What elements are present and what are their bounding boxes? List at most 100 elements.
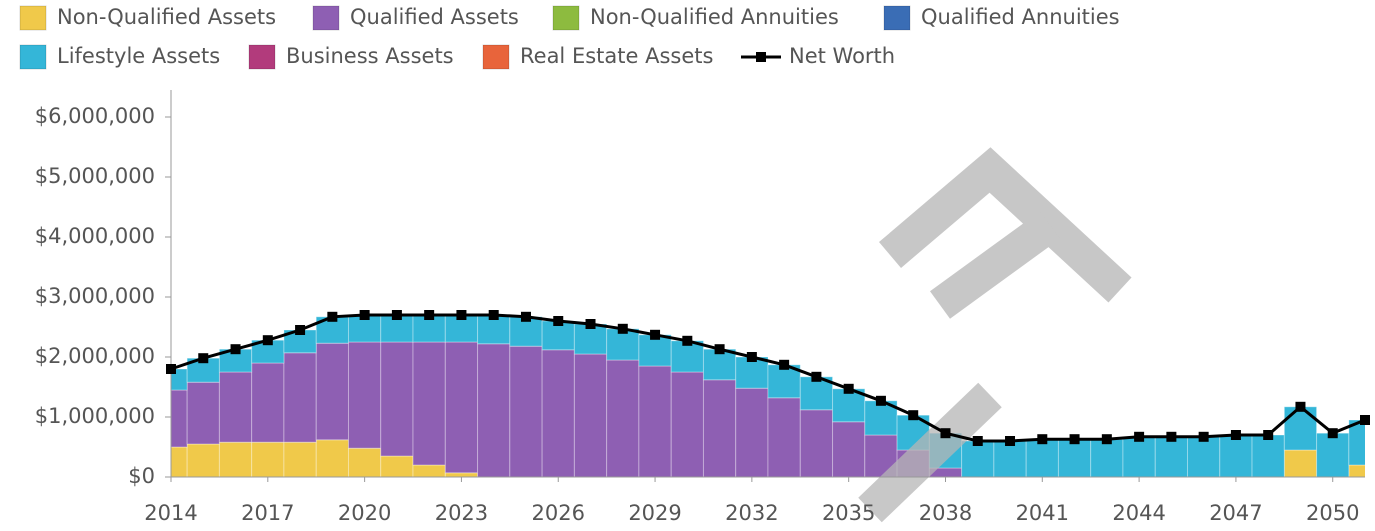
net-worth-marker — [166, 364, 176, 374]
bar-segment — [702, 379, 737, 478]
bar-segment — [606, 328, 640, 361]
net-worth-marker — [908, 410, 919, 421]
x-tick-label: 2017 — [241, 501, 294, 525]
net-worth-line — [170, 313, 1366, 443]
bar-segment — [509, 345, 543, 478]
bar-segment — [283, 441, 317, 478]
y-tick-label: $0 — [128, 464, 155, 488]
axes: $0 $1,000,000 $2,000,000 $3,000,000 $4,000,0… — [35, 90, 1365, 525]
net-worth-marker — [811, 371, 822, 382]
bar-segment — [1251, 434, 1285, 478]
legend-label: Business Assets — [286, 44, 454, 68]
net-worth-marker — [585, 319, 596, 329]
watermark-shape — [858, 382, 1002, 523]
net-worth-marker — [1166, 431, 1177, 442]
bar-segment — [347, 341, 382, 449]
net-worth-marker — [972, 436, 983, 446]
legend-swatch — [19, 5, 47, 31]
bar-segment — [1283, 406, 1318, 451]
legend-swatch — [312, 5, 340, 31]
x-tick-label: 2020 — [338, 501, 391, 525]
bar-segment — [961, 440, 995, 478]
legend-label: Qualified Annuities — [921, 5, 1120, 29]
legend-marker — [756, 52, 766, 62]
net-worth-marker — [1005, 436, 1016, 446]
bar-segment — [412, 341, 446, 466]
x-tick-label: 2047 — [1209, 501, 1262, 525]
net-worth-marker — [1069, 434, 1080, 445]
net-worth-marker — [875, 395, 886, 406]
bar-segment — [799, 409, 834, 478]
y-tick-label: $4,000,000 — [35, 224, 155, 248]
x-tick-label: 2032 — [725, 501, 778, 525]
legend-swatch — [19, 44, 47, 70]
legend-label: Net Worth — [789, 44, 895, 68]
x-tick-label: 2035 — [822, 501, 875, 525]
x-tick-label: 2029 — [628, 501, 681, 525]
legend-label: Qualified Assets — [350, 5, 519, 29]
net-worth-marker — [359, 310, 370, 320]
bar-segment — [606, 359, 640, 478]
bar-segment — [1316, 432, 1350, 478]
legend-swatch — [482, 44, 510, 70]
bar-segment — [218, 371, 253, 443]
x-tick-label: 2014 — [144, 501, 197, 525]
bar-segment — [347, 447, 382, 478]
net-worth-marker — [327, 311, 338, 322]
x-tick-label: 2023 — [435, 501, 488, 525]
net-worth-marker — [779, 359, 790, 370]
bar-segment — [315, 342, 349, 441]
legend-label: Lifestyle Assets — [57, 44, 220, 68]
net-worth-marker — [1134, 431, 1145, 442]
bar-segment — [380, 341, 414, 457]
net-worth-marker — [198, 353, 209, 364]
bar-segment — [315, 439, 349, 478]
watermark-shape — [930, 211, 1060, 319]
watermark — [858, 147, 1132, 523]
net-worth-marker — [940, 428, 951, 439]
plot-area — [171, 314, 1365, 478]
bar-segment — [1090, 438, 1124, 478]
net-worth-marker — [488, 310, 499, 320]
bar-segment — [832, 421, 866, 478]
net-worth-marker — [843, 383, 854, 394]
net-worth-marker — [295, 325, 306, 335]
legend-swatch — [552, 5, 580, 31]
bar-segment — [477, 343, 511, 478]
net-worth-marker — [456, 310, 467, 320]
bar-segment — [1348, 419, 1365, 466]
net-worth-marker — [650, 329, 661, 340]
net-worth-marker — [1295, 401, 1306, 412]
bar-segment — [735, 356, 769, 389]
bar-segment — [380, 455, 414, 478]
net-worth-marker — [617, 323, 628, 334]
legend: Non-Qualified Assets Qualified Assets Non-… — [19, 5, 1120, 70]
bar-segment — [218, 441, 253, 478]
bar-segment — [444, 472, 479, 478]
net-worth-marker — [424, 310, 435, 320]
x-tick-label: 2038 — [919, 501, 972, 525]
net-worth-marker — [230, 344, 241, 355]
y-tick-label: $1,000,000 — [35, 404, 155, 428]
bar-segment — [1348, 464, 1365, 478]
legend-swatch — [883, 5, 911, 31]
legend-swatch — [248, 44, 276, 70]
bar-segment — [412, 464, 446, 478]
net-worth-marker — [391, 310, 402, 320]
bar-segment — [444, 341, 479, 474]
bar-segment — [1057, 438, 1092, 478]
bar-segment — [1219, 434, 1253, 478]
bar-segment — [1154, 436, 1189, 478]
bar-segment — [767, 397, 801, 478]
net-worth-marker — [520, 311, 531, 322]
bar-segment — [251, 441, 285, 478]
bar-segment — [670, 371, 704, 478]
bar-segment — [638, 365, 672, 478]
net-worth-marker — [553, 316, 564, 326]
bar-segment — [1187, 436, 1221, 478]
bar-segment — [573, 353, 608, 478]
bar-segment — [541, 349, 575, 478]
legend-label: Non-Qualified Annuities — [590, 5, 839, 29]
bar-segment — [735, 387, 769, 478]
